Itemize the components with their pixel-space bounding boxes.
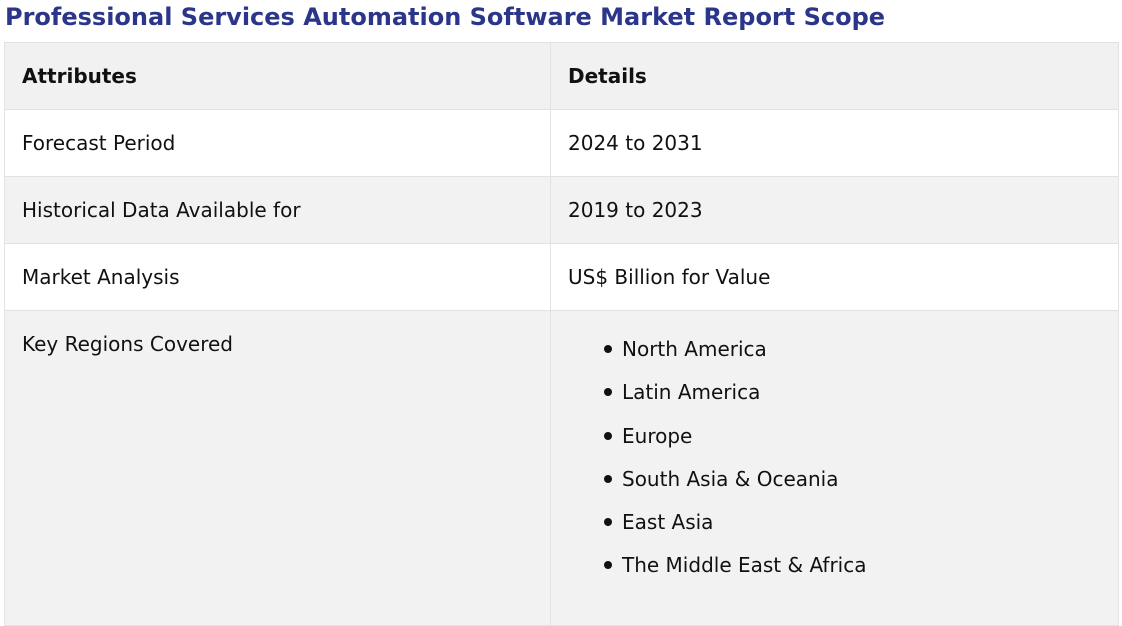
report-scope-table: Attributes Details Forecast Period 2024 … [4,42,1119,626]
column-header-details: Details [550,42,1119,110]
bullet-icon [604,474,612,483]
regions-list: North America Latin America Europe South… [568,331,1101,591]
attribute-cell: Forecast Period [4,109,551,177]
bullet-icon [604,345,612,353]
list-item: The Middle East & Africa [604,547,1101,590]
regions-detail-cell: North America Latin America Europe South… [550,310,1119,626]
table-row: Forecast Period 2024 to 2031 [4,109,1119,177]
table-row-key-regions: Key Regions Covered North America Latin … [4,310,1119,626]
list-item: Europe [604,418,1101,461]
region-label: East Asia [622,510,714,535]
attribute-cell: Market Analysis [4,243,551,311]
list-item: East Asia [604,504,1101,547]
bullet-icon [604,518,612,527]
list-item: North America [604,331,1101,374]
table-row: Historical Data Available for 2019 to 20… [4,176,1119,244]
detail-cell: 2019 to 2023 [550,176,1119,244]
column-header-attributes: Attributes [4,42,551,110]
page-title: Professional Services Automation Softwar… [5,3,886,31]
region-label: Latin America [622,380,761,405]
list-item: Latin America [604,374,1101,417]
attribute-cell: Historical Data Available for [4,176,551,244]
region-label: Europe [622,423,693,448]
list-item: South Asia & Oceania [604,461,1101,504]
table-header-row: Attributes Details [4,42,1119,110]
region-label: North America [622,337,767,361]
detail-cell: US$ Billion for Value [550,243,1119,311]
bullet-icon [604,431,612,440]
attribute-cell: Key Regions Covered [4,310,551,626]
region-label: The Middle East & Africa [622,553,867,578]
region-label: South Asia & Oceania [622,466,839,491]
bullet-icon [604,388,612,397]
detail-cell: 2024 to 2031 [550,109,1119,177]
table-row: Market Analysis US$ Billion for Value [4,243,1119,311]
bullet-icon [604,561,612,570]
